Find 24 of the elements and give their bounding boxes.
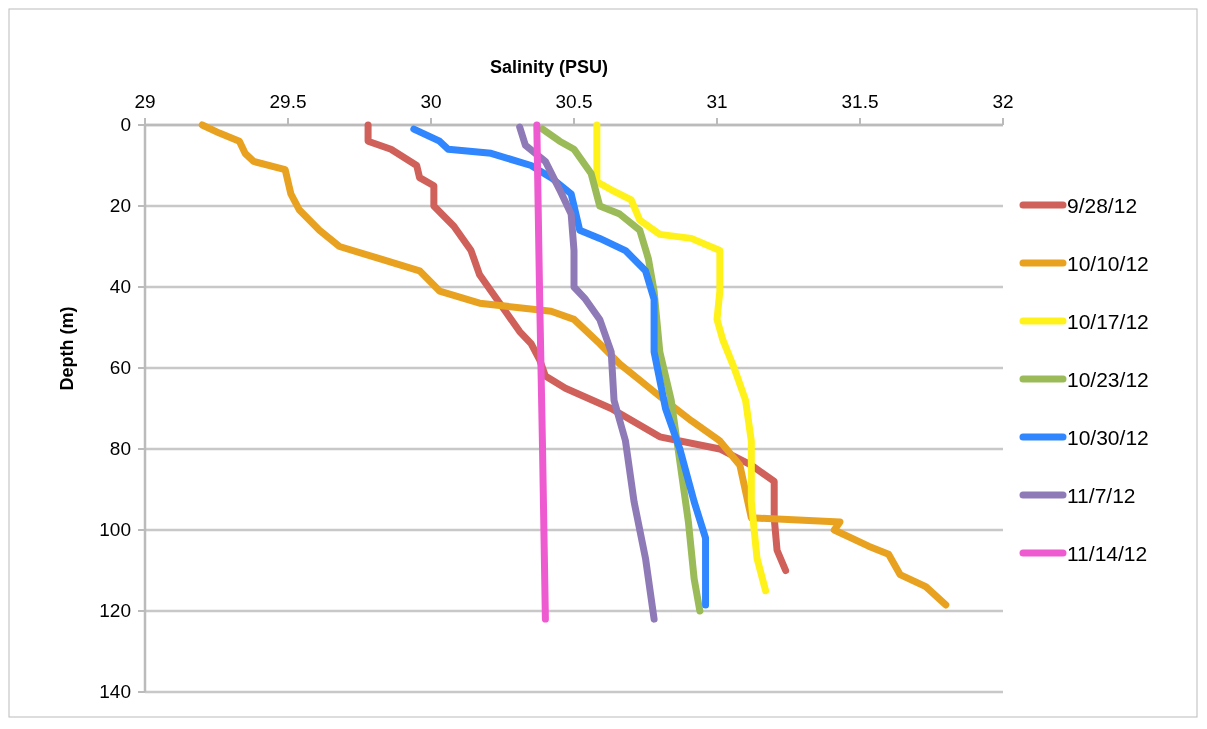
y-tick-label: 80 <box>109 438 131 459</box>
legend-label: 10/17/12 <box>1067 310 1149 333</box>
legend-label: 10/23/12 <box>1067 368 1149 391</box>
legend-label: 9/28/12 <box>1067 194 1138 217</box>
legend-label: 11/7/12 <box>1067 484 1136 507</box>
legend-label: 10/10/12 <box>1067 252 1149 275</box>
y-tick-label: 140 <box>99 681 131 702</box>
y-axis-title: Depth (m) <box>57 306 77 391</box>
x-tick-label: 31.5 <box>841 91 879 112</box>
legend-label: 10/30/12 <box>1067 426 1149 449</box>
x-tick-label: 29.5 <box>269 91 307 112</box>
x-tick-label: 30 <box>420 91 442 112</box>
y-tick-label: 0 <box>120 114 131 135</box>
y-tick-label: 40 <box>109 276 131 297</box>
x-tick-label: 29 <box>134 91 156 112</box>
y-tick-label: 20 <box>109 195 131 216</box>
x-axis-title: Salinity (PSU) <box>489 57 609 77</box>
x-tick-label: 32 <box>992 91 1014 112</box>
y-tick-label: 60 <box>109 357 131 378</box>
y-tick-label: 120 <box>99 600 131 621</box>
x-tick-label: 30.5 <box>555 91 593 112</box>
legend-label: 11/14/12 <box>1067 542 1148 565</box>
x-tick-label: 31 <box>706 91 728 112</box>
y-tick-label: 100 <box>99 519 131 540</box>
